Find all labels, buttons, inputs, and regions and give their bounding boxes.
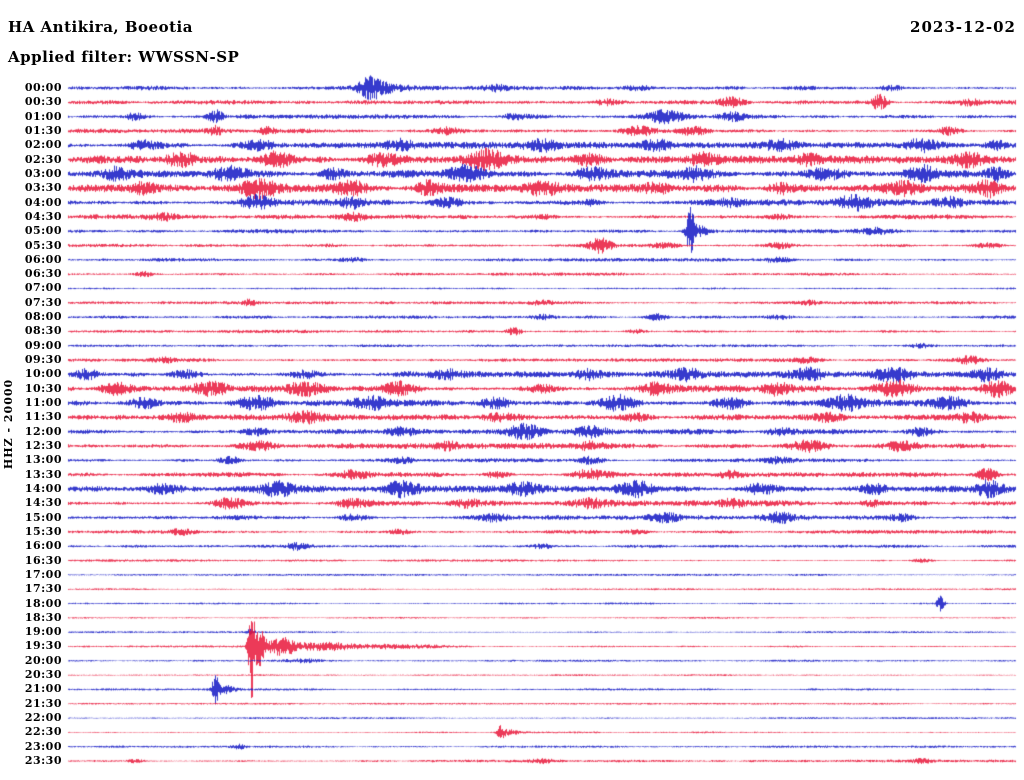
time-label: 23:00 bbox=[24, 739, 62, 753]
time-label: 21:00 bbox=[24, 682, 62, 696]
time-label: 05:30 bbox=[24, 238, 62, 252]
time-label: 09:30 bbox=[24, 353, 62, 367]
time-label: 19:30 bbox=[24, 639, 62, 653]
time-label: 13:30 bbox=[24, 467, 62, 481]
time-label: 04:30 bbox=[24, 209, 62, 223]
time-label: 14:30 bbox=[24, 496, 62, 510]
time-label: 00:00 bbox=[24, 81, 62, 94]
time-label: 08:30 bbox=[24, 324, 62, 338]
time-label: 02:00 bbox=[24, 138, 62, 152]
time-label: 12:30 bbox=[24, 439, 62, 452]
time-label: 04:00 bbox=[24, 195, 62, 209]
time-label: 03:00 bbox=[24, 166, 62, 180]
time-label: 10:00 bbox=[24, 367, 62, 381]
time-label: 16:00 bbox=[24, 539, 62, 553]
time-label: 18:00 bbox=[24, 596, 62, 610]
time-label: 00:30 bbox=[24, 95, 62, 109]
time-label: 23:30 bbox=[24, 754, 62, 768]
time-label: 01:30 bbox=[24, 123, 62, 137]
time-label: 22:00 bbox=[24, 711, 62, 725]
time-label: 06:30 bbox=[24, 267, 62, 281]
time-label: 16:30 bbox=[24, 553, 62, 567]
time-label: 05:00 bbox=[24, 224, 62, 238]
time-label: 17:30 bbox=[24, 582, 62, 596]
date-label: 2023-12-02 bbox=[910, 18, 1016, 36]
filter-label: Applied filter: WWSSN-SP bbox=[8, 48, 240, 66]
time-label: 10:30 bbox=[24, 381, 62, 395]
time-label: 03:30 bbox=[24, 181, 62, 195]
time-label: 18:30 bbox=[24, 610, 62, 624]
time-label: 14:00 bbox=[24, 481, 62, 495]
time-label: 02:30 bbox=[24, 152, 62, 166]
time-label: 07:30 bbox=[24, 295, 62, 309]
time-label: 12:00 bbox=[24, 424, 62, 438]
time-label: 07:00 bbox=[24, 281, 62, 295]
time-label: 19:00 bbox=[24, 625, 62, 639]
time-label: 20:30 bbox=[24, 668, 62, 682]
time-labels: 00:00 00:30 01:00 01:30 02:00 02:30 03:00 03:30… bbox=[0, 0, 62, 780]
time-label: 01:00 bbox=[24, 109, 62, 123]
time-label: 11:30 bbox=[24, 410, 62, 424]
time-label: 11:00 bbox=[24, 396, 62, 410]
time-label: 06:00 bbox=[24, 252, 62, 266]
time-label: 09:00 bbox=[24, 338, 62, 352]
time-label: 22:30 bbox=[24, 725, 62, 739]
time-label: 15:30 bbox=[24, 524, 62, 538]
time-label: 17:00 bbox=[24, 567, 62, 581]
time-label: 15:00 bbox=[24, 510, 62, 524]
time-label: 08:00 bbox=[24, 310, 62, 324]
time-label: 21:30 bbox=[24, 696, 62, 710]
time-label: 20:00 bbox=[24, 653, 62, 667]
station-title: HA Antikira, Boeotia bbox=[8, 18, 193, 36]
time-label: 13:00 bbox=[24, 453, 62, 467]
